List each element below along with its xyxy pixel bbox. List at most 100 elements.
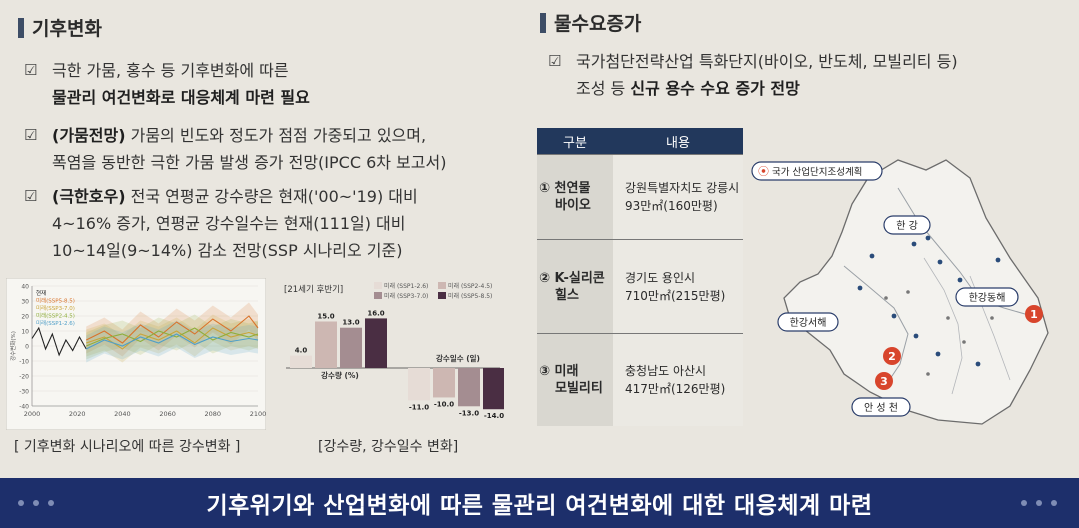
check-icon: ☑ <box>24 187 38 205</box>
bullet-line: 가뭄의 빈도와 정도가 점점 가중되고 있으며, <box>125 126 427 145</box>
info-line: 93만㎡(160만평) <box>625 199 718 213</box>
series-line <box>86 327 259 347</box>
dot-icon <box>33 500 39 506</box>
bullet-item: ☑ 극한 가뭄, 홍수 등 기후변화에 따른 물관리 여건변화로 대응체계 마련… <box>24 57 310 111</box>
decorative-dots-left <box>18 478 54 528</box>
dam-marker <box>995 257 1001 263</box>
series-line <box>31 326 87 357</box>
y-tick-label: -40 <box>19 404 29 411</box>
y-tick-label: -20 <box>19 374 29 381</box>
decorative-dots-right <box>1021 478 1057 528</box>
series-line <box>86 327 259 350</box>
y-tick-label: -30 <box>19 389 29 396</box>
legend-swatch <box>374 292 382 299</box>
site-marker-2 <box>883 347 901 365</box>
table-cell-info: 충청남도 아산시 417만㎡(126만평) <box>613 333 743 426</box>
y-tick-label: 20 <box>21 314 29 321</box>
map-svg: ⦿ 국가 산업단지조성계획 한 강 한강서해 한강동해 안 성 천 1 2 3 <box>751 159 1049 425</box>
table-cell-category: ② K-실리콘 힐스 <box>537 239 613 334</box>
x-tick-label: 2080 <box>205 410 222 418</box>
series-band <box>86 320 259 363</box>
y-tick-label: 0 <box>25 344 29 351</box>
bar-value-label: -14.0 <box>484 412 504 420</box>
table-row: ③ 미래 모빌리티 충청남도 아산시 417만㎡(126만평) <box>537 333 743 426</box>
left-section-title: 기후변화 <box>18 14 102 41</box>
info-line: 417만㎡(126만평) <box>625 381 726 396</box>
region-label-badge <box>955 287 1019 307</box>
legend-entry: 미래 (SSP3-7.0) <box>384 292 428 300</box>
series-line <box>85 333 259 350</box>
y-tick-label: 30 <box>21 299 29 306</box>
bullet-item: ☑ 국가첨단전략산업 특화단지(바이오, 반도체, 모빌리티 등) 조성 등 신… <box>548 48 958 102</box>
bullet-item: ☑ (극한호우) 전국 연평균 강수량은 현재('00~'19) 대비 4~16… <box>24 183 418 264</box>
table-cell-category: ① 천연물 바이오 <box>537 154 613 240</box>
group-label: 강수일수 (일) <box>436 353 480 363</box>
region-label: 한강동해 <box>969 291 1006 304</box>
dam-marker <box>957 277 963 283</box>
legend-entry: 미래 (SSP5-8.5) <box>448 292 492 300</box>
dot-icon <box>48 500 54 506</box>
legend-entry: 미래(SSP1-2.6) <box>36 319 75 327</box>
bullet-line: 극한 가뭄, 홍수 등 기후변화에 따른 <box>52 61 289 80</box>
site-marker-3 <box>875 372 893 390</box>
legend-entry: 미래(SSP3-7.0) <box>36 304 75 312</box>
bar <box>408 368 430 401</box>
bar-value-label: 13.0 <box>342 319 359 327</box>
bar <box>458 368 480 407</box>
late-century-bar-chart: [21세기 후반기] 미래 (SSP1-2.6) 미래 (SSP2-4.5) 미래 (… <box>282 278 505 430</box>
bar-value-label: -10.0 <box>434 400 454 408</box>
river-line <box>843 265 909 389</box>
dam-marker <box>913 333 919 339</box>
bullet-line: 10~14일(9~14%) 감소 전망(SSP 시나리오 기준) <box>52 241 403 260</box>
map-title-badge <box>751 161 883 181</box>
chart-background <box>5 277 267 431</box>
dam-marker <box>935 351 941 357</box>
x-tick-label: 2100 <box>250 410 266 418</box>
city-dot <box>926 372 930 376</box>
series-line <box>85 315 259 344</box>
city-dot <box>906 290 910 294</box>
bullet-bold-line: 신규 용수 수요 증가 전망 <box>630 79 800 98</box>
region-outline <box>783 159 1049 425</box>
bullet-line: 4~16% 증가, 연평균 강수일수는 현재(111일) 대비 <box>52 214 406 233</box>
table-cell-category: ③ 미래 모빌리티 <box>537 333 613 426</box>
site-marker-1 <box>1025 305 1043 323</box>
info-line: 충청남도 아산시 <box>625 363 707 378</box>
bar-chart-svg: [21세기 후반기] 미래 (SSP1-2.6) 미래 (SSP2-4.5) 미래 (… <box>284 282 505 420</box>
bullet-line: 폭염을 동반한 극한 가뭄 발생 증가 전망(IPCC 6차 보고서) <box>52 153 447 172</box>
line-chart-caption: [ 기후변화 시나리오에 따른 강수변화 ] <box>14 439 241 455</box>
dot-icon <box>18 500 24 506</box>
legend-swatch <box>374 282 382 289</box>
bar <box>483 368 505 410</box>
y-tick-label: 40 <box>21 284 29 291</box>
dam-marker <box>937 259 943 265</box>
city-dot <box>884 296 888 300</box>
series-band <box>86 314 259 360</box>
check-icon: ☑ <box>24 61 38 79</box>
category-line: ③ 미래 <box>539 363 579 379</box>
industrial-complex-table: 구분 내용 ① 천연물 바이오 강원특별자치도 강릉시 93만㎡(160만평) ② … <box>537 128 743 426</box>
x-tick-label: 2040 <box>114 410 131 418</box>
y-tick-label: 10 <box>21 329 29 336</box>
bar-value-label: -13.0 <box>459 409 479 417</box>
category-line: 모빌리티 <box>555 380 603 396</box>
bar <box>290 355 312 368</box>
title-bar-marker <box>18 17 24 38</box>
region-label-badge <box>883 215 931 235</box>
bar-value-label: -11.0 <box>409 403 429 411</box>
dam-marker <box>975 361 981 367</box>
right-section-title-text: 물수요증가 <box>554 13 642 35</box>
table-header-row: 구분 내용 <box>537 128 743 155</box>
legend-swatch <box>438 282 446 289</box>
region-label-badge <box>777 312 839 332</box>
info-line: 강원특별자치도 강릉시 <box>625 181 740 195</box>
bullet-line: 국가첨단전략산업 특화단지(바이오, 반도체, 모빌리티 등) <box>576 52 958 71</box>
dot-icon <box>1051 500 1057 506</box>
table-row: ② K-실리콘 힐스 경기도 용인시 710만㎡(215만평) <box>537 239 743 334</box>
category-line: 힐스 <box>555 287 579 303</box>
map-title: 국가 산업단지조성계획 <box>772 166 862 178</box>
bar-value-label: 4.0 <box>295 347 308 355</box>
table-header-category: 구분 <box>537 128 613 155</box>
check-icon: ☑ <box>548 52 562 70</box>
